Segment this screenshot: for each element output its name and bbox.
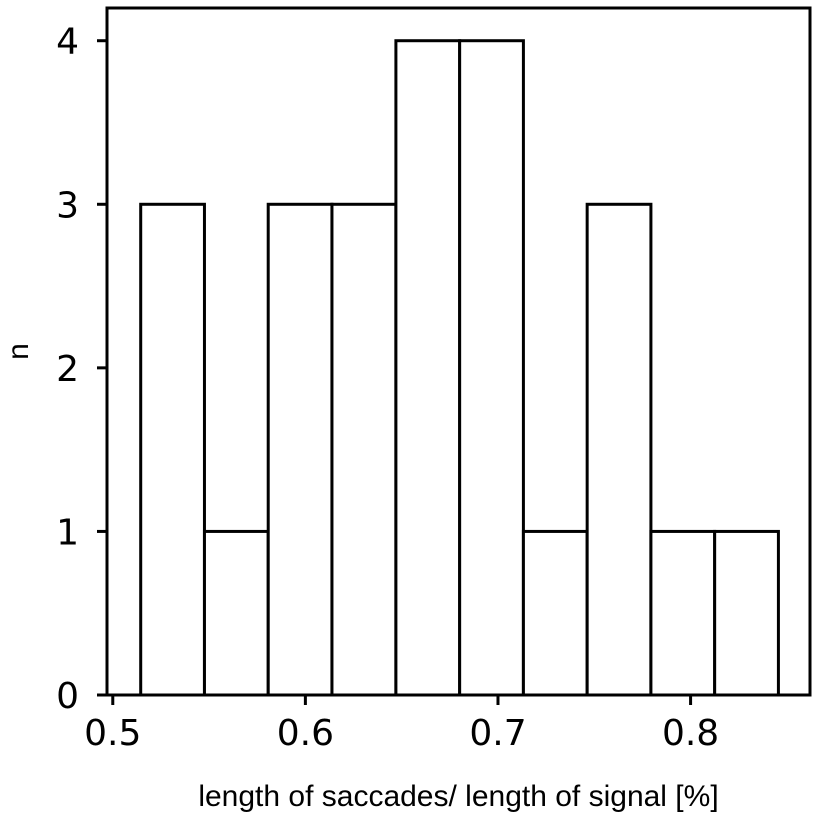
y-tick-label: 3 bbox=[56, 185, 79, 226]
plot-frame bbox=[105, 6, 812, 697]
histogram-bar bbox=[394, 39, 462, 697]
histogram-bar bbox=[649, 529, 717, 697]
y-tick-label: 2 bbox=[56, 349, 79, 390]
histogram-bar bbox=[713, 529, 780, 697]
y-tick-label: 0 bbox=[56, 676, 79, 717]
histogram-bar bbox=[585, 202, 653, 697]
y-axis-ticks: 0 1 2 3 4 bbox=[56, 22, 107, 717]
x-tick-label: 0.8 bbox=[662, 713, 719, 754]
histogram-bar bbox=[139, 202, 206, 697]
histogram-bar bbox=[202, 529, 270, 697]
histogram-bar bbox=[521, 529, 589, 697]
histogram-bars bbox=[139, 39, 780, 697]
x-axis-ticks: 0.5 0.6 0.7 0.8 bbox=[84, 695, 719, 754]
y-tick-label: 1 bbox=[56, 512, 79, 553]
x-axis-label: length of saccades/ length of signal [%] bbox=[198, 780, 718, 813]
histogram-bar bbox=[330, 202, 398, 697]
histogram-bar bbox=[266, 202, 334, 697]
y-axis-label: n bbox=[2, 343, 35, 360]
x-tick-label: 0.6 bbox=[277, 713, 334, 754]
x-tick-label: 0.5 bbox=[84, 713, 141, 754]
y-tick-label: 4 bbox=[56, 22, 79, 63]
x-tick-label: 0.7 bbox=[469, 713, 526, 754]
histogram-bar bbox=[458, 39, 525, 697]
